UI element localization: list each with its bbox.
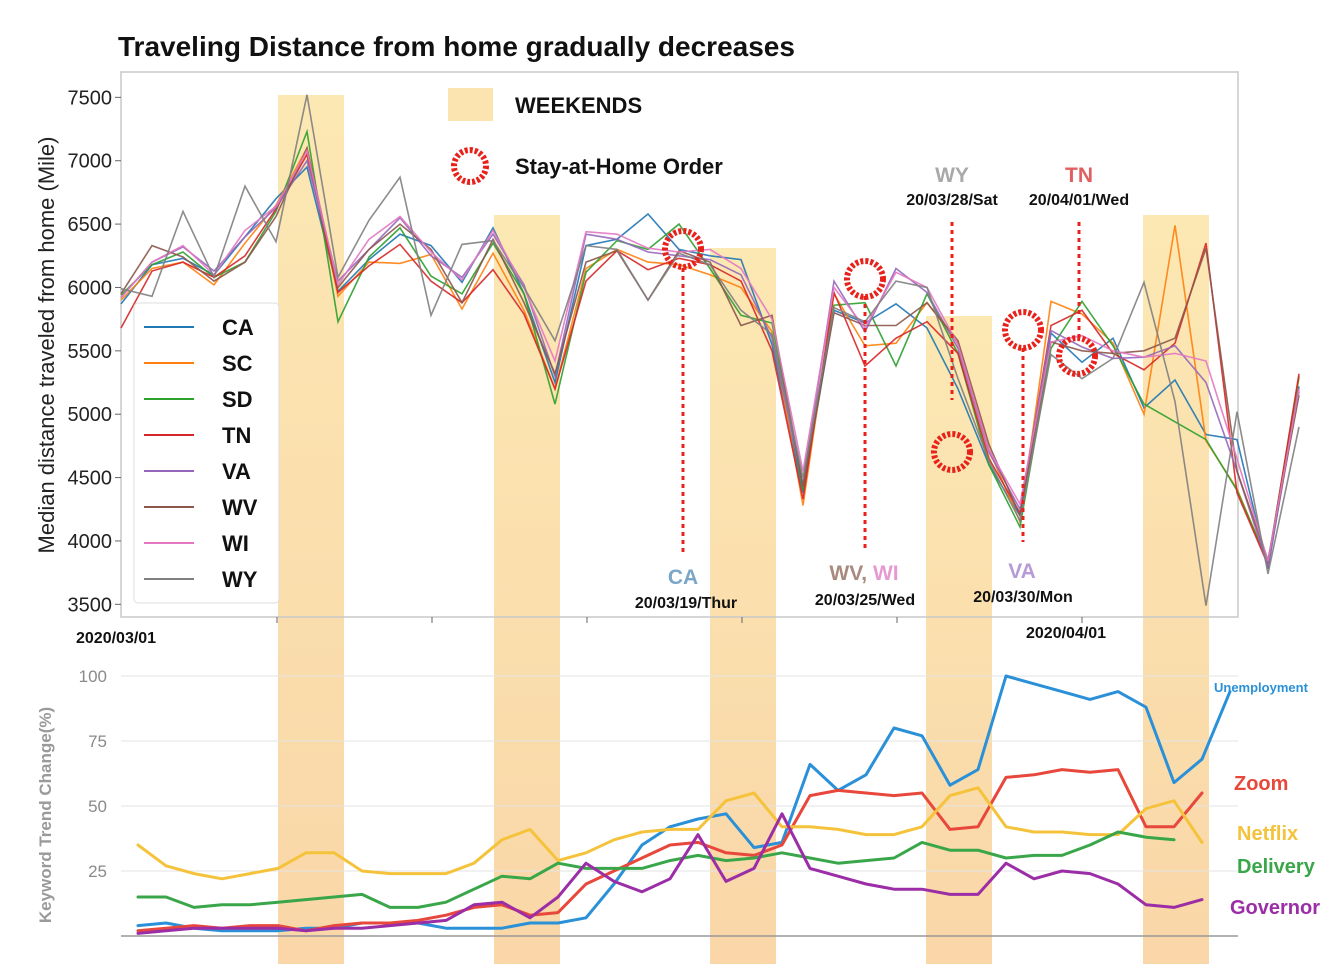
chart-key: WEEKENDS Stay-at-Home Order xyxy=(448,88,723,185)
keyword-line-delivery xyxy=(136,830,1176,909)
series-line-wi xyxy=(120,148,1300,562)
annotation-wy-state: WY xyxy=(935,164,969,187)
y-tick-label: 7500 xyxy=(68,87,113,109)
bottom-series-lines xyxy=(136,674,1232,935)
legend-label-wy: WY xyxy=(222,567,258,592)
keyword-label-governor: Governor xyxy=(1230,897,1320,919)
annotation-wv-wi: WV, WI 20/03/25/Wed xyxy=(815,258,915,609)
stay-at-home-marker-tn xyxy=(1056,335,1098,377)
keyword-label-delivery: Delivery xyxy=(1237,856,1316,878)
x-tick-label-april: 2020/04/01 xyxy=(1026,625,1106,642)
bottom-y-axis-label: Keyword Trend Change(%) xyxy=(36,707,55,923)
y-tick-label: 6500 xyxy=(68,214,113,236)
series-line-va xyxy=(120,158,1300,567)
legend-label-sc: SC xyxy=(222,351,253,376)
annotation-ca-state: CA xyxy=(668,566,698,589)
annotation-wy-date: 20/03/28/Sat xyxy=(906,192,998,209)
keyword-label-zoom: Zoom xyxy=(1234,773,1288,795)
y-tick-label: 4500 xyxy=(68,468,113,490)
series-line-wy xyxy=(120,94,1300,606)
annotation-wy: WY 20/03/28/Sat xyxy=(906,164,998,473)
bottom-y-tick-label: 50 xyxy=(88,797,107,816)
x-tick-label-start: 2020/03/01 xyxy=(76,630,156,647)
annotation-tn-date: 20/04/01/Wed xyxy=(1029,192,1129,209)
top-plot-frame xyxy=(120,71,1239,618)
annotation-wv-wi-state: WV, WI xyxy=(829,562,898,585)
y-tick-label: 5500 xyxy=(68,341,113,363)
stay-at-home-marker-wy xyxy=(931,431,973,473)
top-y-axis: 3500 4000 4500 5000 5500 6000 6500 7000 7500 xyxy=(68,87,121,616)
annotation-ca-date: 20/03/19/Thur xyxy=(635,595,737,612)
bottom-y-tick-label: 75 xyxy=(88,732,107,751)
legend-label-wv: WV xyxy=(222,495,258,520)
weekend-band xyxy=(926,316,992,964)
top-y-axis-label: Median distance traveled from home (Mile… xyxy=(34,137,59,554)
bottom-y-tick-label: 100 xyxy=(79,667,107,686)
stay-at-home-key-marker xyxy=(451,147,489,185)
top-series-lines xyxy=(120,94,1300,606)
weekend-band xyxy=(278,95,344,964)
legend-label-sd: SD xyxy=(222,387,253,412)
y-tick-label: 4000 xyxy=(68,531,113,553)
legend: CA SC SD TN VA WV WI WY xyxy=(133,302,280,604)
stay-at-home-annotations: CA 20/03/19/Thur WV, WI 20/03/25/Wed WY … xyxy=(635,164,1129,612)
weekend-key-label: WEEKENDS xyxy=(515,93,642,118)
stay-at-home-key-label: Stay-at-Home Order xyxy=(515,154,723,179)
top-x-axis: 2020/03/01 2020/04/01 xyxy=(76,617,1106,647)
chart-title: Traveling Distance from home gradually d… xyxy=(118,31,795,62)
stay-at-home-marker-va xyxy=(1002,309,1044,351)
legend-label-wi: WI xyxy=(222,531,249,556)
y-tick-label: 6000 xyxy=(68,277,113,299)
stay-at-home-marker-wv-wi xyxy=(844,258,886,300)
legend-label-tn: TN xyxy=(222,423,251,448)
annotation-tn: TN 20/04/01/Wed xyxy=(1029,164,1129,377)
annotation-wv-wi-date: 20/03/25/Wed xyxy=(815,592,915,609)
y-tick-label: 7000 xyxy=(68,151,113,173)
annotation-va-date: 20/03/30/Mon xyxy=(973,589,1073,606)
stay-at-home-marker-ca xyxy=(662,228,704,270)
keyword-label-netflix: Netflix xyxy=(1237,823,1298,845)
annotation-tn-state: TN xyxy=(1065,164,1093,187)
legend-label-ca: CA xyxy=(222,315,254,340)
bottom-y-tick-label: 25 xyxy=(88,862,107,881)
keyword-line-governor xyxy=(136,812,1204,935)
bottom-series-labels: Unemployment Zoom Netflix Delivery Governor xyxy=(1214,680,1320,919)
annotation-va-state: VA xyxy=(1008,560,1036,583)
weekend-band xyxy=(1143,215,1209,964)
weekend-key-swatch xyxy=(448,88,493,121)
bottom-grid: 25 50 75 100 xyxy=(79,667,1238,881)
y-tick-label: 3500 xyxy=(68,594,113,616)
legend-label-va: VA xyxy=(222,459,251,484)
keyword-line-netflix xyxy=(136,786,1204,881)
keyword-label-unemployment: Unemployment xyxy=(1214,680,1309,695)
y-tick-label: 5000 xyxy=(68,404,113,426)
annotation-va: VA 20/03/30/Mon xyxy=(973,309,1073,606)
annotation-ca: CA 20/03/19/Thur xyxy=(635,228,737,612)
